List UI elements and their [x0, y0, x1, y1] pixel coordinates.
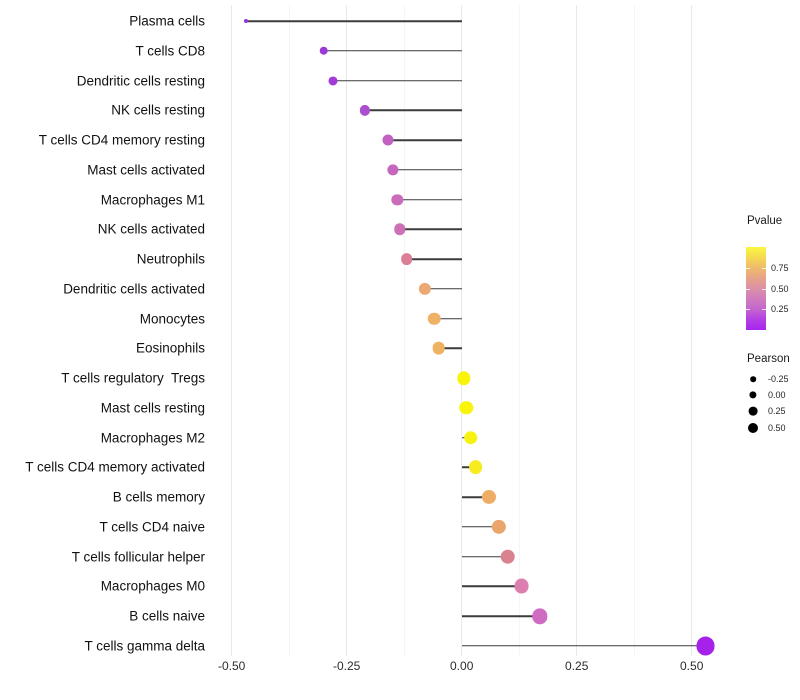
- y-axis-label: T cells gamma delta: [84, 638, 205, 654]
- data-point: [382, 134, 394, 146]
- lollipop-stem: [461, 555, 508, 558]
- minor-gridline: [403, 5, 405, 656]
- colorbar-tick: [746, 288, 750, 290]
- major-gridline: [461, 5, 463, 656]
- pearson-legend-label: 0.25: [768, 406, 786, 417]
- minor-gridline: [633, 5, 635, 656]
- data-point: [468, 460, 483, 475]
- pearson-legend-title: Pearson: [747, 353, 790, 365]
- y-axis-label: T cells CD8: [135, 43, 205, 59]
- lollipop-stem: [332, 79, 462, 82]
- data-point: [427, 312, 441, 325]
- y-axis-label: T cells regulatory Tregs: [61, 370, 205, 386]
- lollipop-stem: [461, 496, 490, 498]
- data-point: [319, 46, 328, 56]
- data-point: [491, 519, 506, 535]
- data-point: [387, 164, 399, 176]
- lollipop-stem: [461, 645, 706, 647]
- data-point: [243, 19, 248, 23]
- data-point: [359, 105, 371, 116]
- colorbar-tick: [746, 267, 750, 269]
- x-tick-label: 0.25: [565, 659, 589, 673]
- data-point: [432, 342, 446, 355]
- y-axis-label: Dendritic cells activated: [63, 281, 205, 297]
- lollipop-stem: [397, 198, 462, 201]
- y-axis-label: Macrophages M2: [100, 430, 205, 446]
- y-axis-label: B cells naive: [129, 608, 205, 624]
- pearson-legend-dot: [750, 376, 756, 382]
- pvalue-tick-label: 0.25: [771, 304, 789, 315]
- data-point: [457, 371, 471, 385]
- y-axis-label: T cells follicular helper: [71, 549, 205, 565]
- data-point: [482, 490, 497, 505]
- pearson-legend-dot: [748, 406, 758, 416]
- y-axis-label: NK cells activated: [97, 221, 205, 237]
- y-axis-label: Neutrophils: [136, 251, 205, 267]
- y-axis-label: Macrophages M0: [100, 578, 205, 594]
- y-axis-label: Eosinophils: [135, 340, 205, 356]
- y-axis-label: Plasma cells: [129, 13, 205, 29]
- lollipop-stem: [424, 288, 462, 290]
- colorbar-tick: [746, 309, 750, 311]
- data-point: [391, 193, 403, 206]
- x-tick-label: 0.50: [680, 659, 704, 673]
- y-axis-label: Macrophages M1: [100, 192, 205, 208]
- lollipop-stem: [245, 20, 462, 22]
- data-point: [464, 430, 478, 445]
- major-gridline: [691, 5, 693, 656]
- lollipop-stem: [365, 109, 462, 112]
- minor-gridline: [518, 5, 520, 656]
- major-gridline: [231, 5, 233, 656]
- pearson-legend-dot: [748, 422, 758, 433]
- pearson-legend-label: -0.25: [768, 374, 789, 384]
- pvalue-tick-label: 0.75: [771, 262, 789, 273]
- major-gridline: [346, 5, 348, 656]
- y-axis-label: B cells memory: [112, 489, 205, 505]
- colorbar-tick: [762, 309, 766, 311]
- y-axis-label: T cells CD4 memory activated: [25, 459, 205, 475]
- lollipop-stem: [434, 317, 462, 320]
- pvalue-legend-title: Pvalue: [747, 215, 783, 227]
- lollipop-stem: [461, 526, 499, 528]
- major-gridline: [576, 5, 578, 656]
- y-axis-label: Mast cells resting: [100, 400, 205, 416]
- lollipop-stem: [392, 169, 462, 171]
- y-axis-label: T cells CD4 naive: [99, 519, 205, 535]
- lollipop-stem: [461, 615, 540, 617]
- data-point: [328, 76, 338, 86]
- colorbar-tick: [762, 267, 766, 269]
- y-axis-label: NK cells resting: [111, 102, 205, 118]
- lollipop-stem: [388, 139, 462, 141]
- colorbar-tick: [762, 288, 766, 290]
- data-point: [532, 608, 548, 624]
- minor-gridline: [288, 5, 290, 656]
- lollipop-stem: [406, 258, 462, 260]
- lollipop-stem: [461, 585, 522, 588]
- pvalue-gradient-bar: [746, 247, 766, 330]
- y-axis-label: Dendritic cells resting: [76, 73, 205, 89]
- data-point: [514, 578, 529, 594]
- pvalue-tick-label: 0.50: [771, 283, 789, 294]
- x-tick-label: -0.25: [333, 659, 361, 673]
- y-axis-label: T cells CD4 memory resting: [38, 132, 205, 148]
- pearson-legend-label: 0.00: [768, 390, 786, 401]
- data-point: [696, 636, 715, 656]
- lollipop-stem: [461, 466, 476, 469]
- x-tick-label: 0.00: [450, 659, 474, 673]
- data-point: [459, 401, 474, 415]
- y-axis-label: Mast cells activated: [87, 162, 205, 178]
- pearson-legend-label: 0.50: [768, 422, 786, 433]
- y-axis-label: Monocytes: [139, 311, 205, 327]
- pearson-legend-dot: [749, 391, 757, 399]
- x-tick-label: -0.50: [218, 659, 246, 673]
- data-point: [400, 253, 413, 265]
- data-point: [418, 282, 432, 295]
- lollipop-stem: [323, 50, 462, 52]
- data-point: [393, 223, 406, 236]
- lollipop-stem: [399, 228, 462, 231]
- data-point: [500, 549, 515, 564]
- lollipop-stem: [438, 347, 462, 350]
